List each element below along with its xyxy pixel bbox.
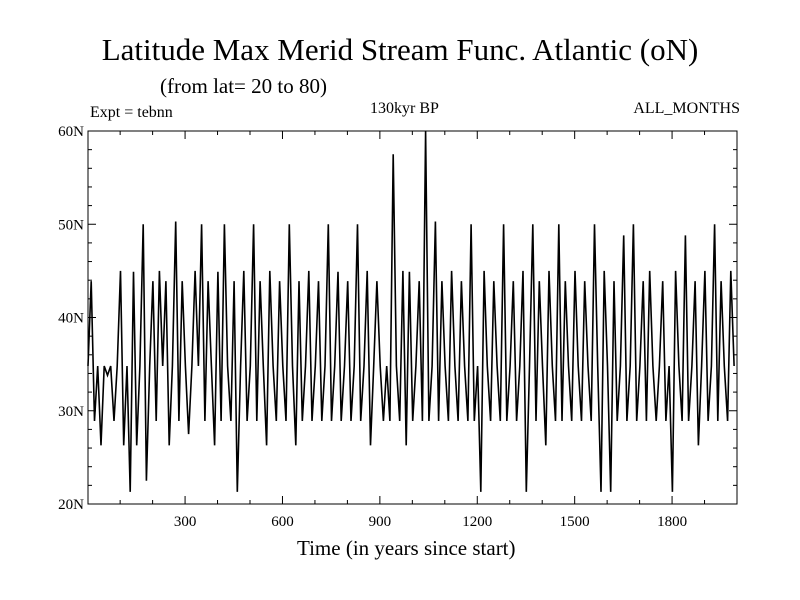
x-axis-label: Time (in years since start) (297, 536, 516, 560)
y-tick-label: 60N (58, 124, 84, 140)
x-tick-label: 1200 (462, 514, 492, 530)
x-tick-label: 1500 (560, 514, 590, 530)
plot-frame (87, 130, 738, 505)
chart-subtitle: (from lat= 20 to 80) (160, 74, 327, 98)
series-line (87, 130, 735, 492)
y-tick-label: 40N (58, 311, 84, 327)
period-label: 130kyr BP (370, 100, 439, 117)
x-tick-label: 300 (174, 514, 197, 530)
x-tick-label: 600 (271, 514, 294, 530)
x-tick-label: 1800 (657, 514, 687, 530)
y-tick-label: 50N (58, 217, 84, 233)
experiment-label: Expt = tebnn (90, 104, 173, 121)
y-tick-label: 20N (58, 497, 84, 513)
months-label: ALL_MONTHS (633, 100, 740, 117)
chart-title: Latitude Max Merid Stream Func. Atlantic… (101, 32, 699, 67)
y-tick-label: 30N (58, 404, 84, 420)
x-tick-label: 900 (369, 514, 392, 530)
